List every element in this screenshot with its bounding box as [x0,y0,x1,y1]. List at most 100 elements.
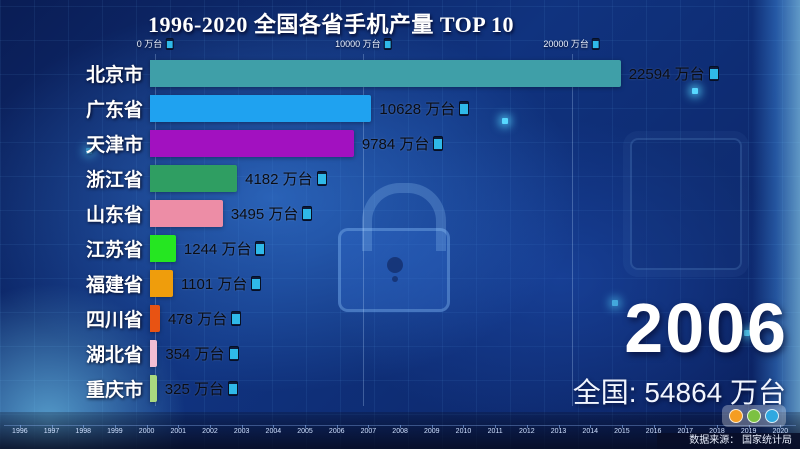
national-total: 全国: 54864 万台 [572,377,786,408]
phone-icon [459,101,470,116]
gridlines [155,54,655,406]
bar-row: 四川省 478 万台 [0,301,800,336]
phone-icon [591,37,600,50]
timeline-year: 2011 [479,425,511,435]
timeline-year: 1998 [67,425,99,435]
circuit-node [612,300,618,306]
bar-track: 354 万台 [150,340,650,367]
bar-row: 山东省 3495 万台 [0,196,800,231]
province-label: 重庆市 [85,380,143,401]
timeline-year: 2019 [733,425,765,435]
timeline-year: 2016 [638,425,670,435]
province-label: 广东省 [85,100,143,121]
gridline [571,54,573,406]
padlock-graphic [338,183,450,312]
bar [150,340,158,367]
timeline-year: 2006 [321,425,353,435]
bar-value-label: 478 万台 [167,311,228,328]
bar [150,270,173,297]
timeline-year: 2015 [606,425,638,435]
bar-value-label: 354 万台 [165,346,225,363]
timeline-year: 2010 [448,425,480,435]
timeline-year: 2003 [226,425,258,435]
bar-value-label: 3495 万台 [230,206,299,223]
phone-icon [228,346,239,361]
bar-rows: 北京市 22594 万台 广东省 10628 万台 天津市 9784 万台浙江省 4182 … [0,56,800,406]
x-tick-text: 10000 万台 [335,39,381,49]
chip-graphic [630,138,742,270]
timeline-year: 2018 [701,425,733,435]
phone-icon [708,66,719,81]
x-axis: 0 万台 10000 万台 20000 万台 [137,37,655,53]
timeline-year: 1997 [36,425,68,435]
phone-icon [302,206,313,221]
bar-row: 江苏省 1244 万台 [0,231,800,266]
bar-row: 重庆市 325 万台 [0,371,800,406]
timeline-year: 1996 [4,425,36,435]
phone-icon [255,241,266,256]
bar-track: 9784 万台 [150,130,650,157]
phone-icon [383,37,392,50]
phone-icon [227,381,238,396]
bar-track: 4182 万台 [150,165,650,192]
bar-row: 福建省 1101 万台 [0,266,800,301]
bar-row: 广东省 10628 万台 [0,91,800,126]
bar-track: 1101 万台 [150,270,650,297]
bar [150,60,621,87]
province-label: 四川省 [85,310,143,331]
timeline-year: 2000 [131,425,163,435]
timeline-year: 2001 [162,425,194,435]
bar-value-label: 325 万台 [164,381,224,398]
province-label: 湖北省 [85,345,143,366]
circuit-node [502,118,508,124]
bar [150,200,223,227]
province-label: 浙江省 [85,170,143,191]
timeline-year: 2013 [543,425,575,435]
province-label: 福建省 [85,275,143,296]
timeline-year: 2002 [194,425,226,435]
bar-row: 天津市 9784 万台 [0,126,800,161]
bar-track: 22594 万台 [150,60,719,87]
bar [150,165,238,192]
province-label: 天津市 [85,135,143,156]
bar-track: 325 万台 [150,375,650,402]
bar-track: 10628 万台 [150,95,650,122]
phone-icon [316,171,327,186]
bar [150,95,372,122]
province-label: 山东省 [85,205,143,226]
bar-row: 湖北省 354 万台 [0,336,800,371]
timeline-year: 2012 [511,425,543,435]
bar [150,375,157,402]
gridline [155,54,156,406]
bar [150,130,354,157]
timeline-year: 2017 [669,425,701,435]
timeline-year: 2009 [416,425,448,435]
bar-value-label: 1244 万台 [183,241,252,258]
x-tick-label: 10000 万台 [335,37,392,50]
year-display: 2006 [624,289,788,367]
watermark-logo [722,405,786,427]
circuit-node [692,88,698,94]
timeline-year: 1999 [99,425,131,435]
timeline-year: 2005 [289,425,321,435]
bar-row: 浙江省 4182 万台 [0,161,800,196]
bar-value-label: 9784 万台 [361,136,430,153]
x-tick-label: 0 万台 [137,37,174,50]
phone-icon [165,37,174,50]
timeline-year: 2008 [384,425,416,435]
timeline-year: 2014 [574,425,606,435]
province-label: 江苏省 [85,240,143,261]
phone-icon [231,311,242,326]
watermark-dot-green [747,409,761,423]
phone-icon [251,276,262,291]
bar [150,305,160,332]
watermark-dot-orange [729,409,743,423]
bar-track: 3495 万台 [150,200,650,227]
circuit-node [744,330,750,336]
province-label: 北京市 [85,65,143,86]
x-tick-label: 20000 万台 [543,37,600,50]
watermark-dot-blue [765,409,779,423]
timeline-year: 2020 [765,425,797,435]
bar-row: 北京市 22594 万台 [0,56,800,91]
